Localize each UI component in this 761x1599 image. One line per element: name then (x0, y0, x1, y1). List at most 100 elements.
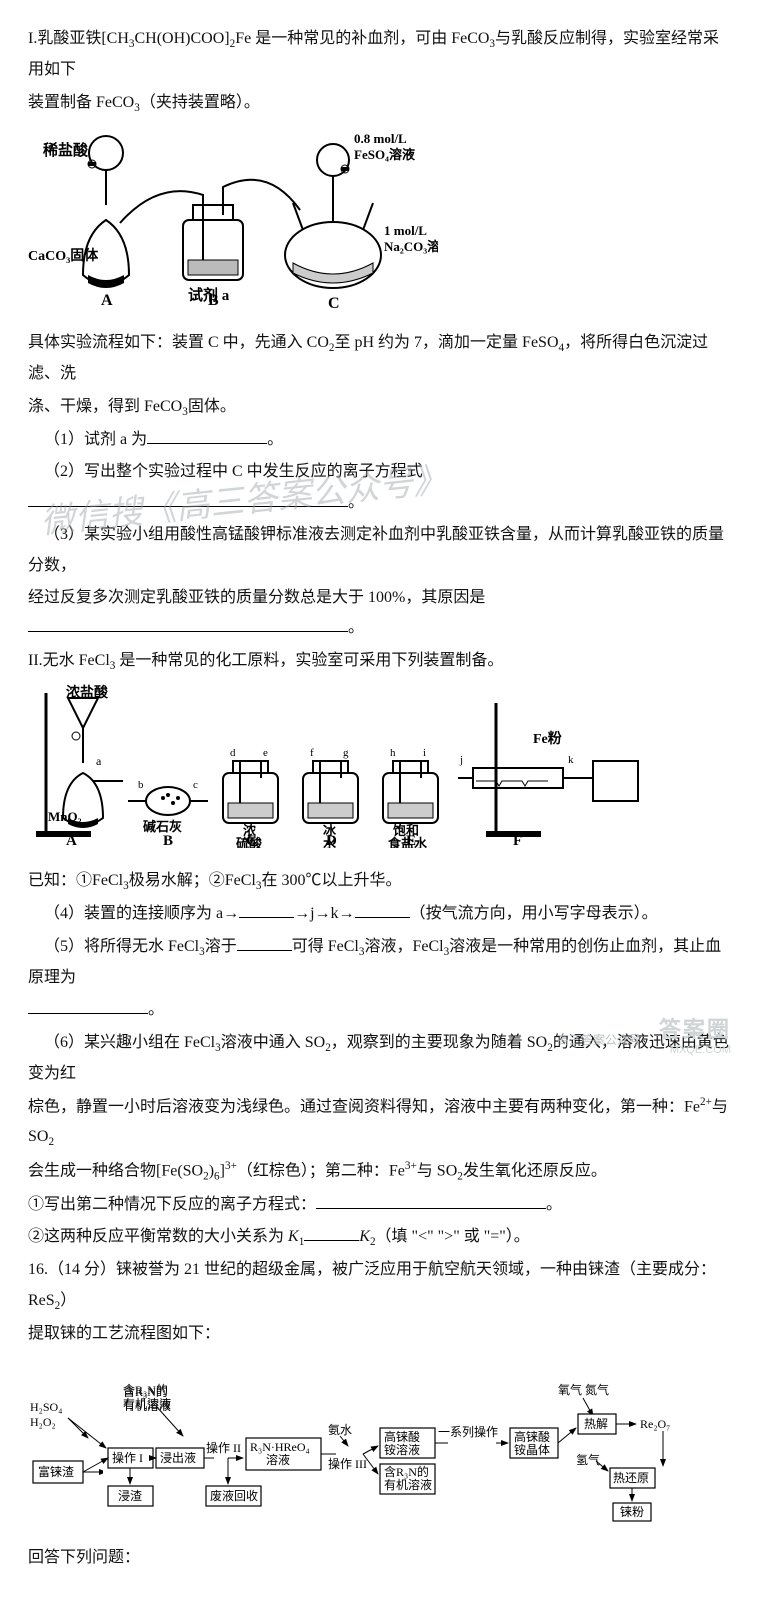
label-feso4-2: FeSO₄溶液 (354, 147, 415, 162)
para-flow-2: 涤、干燥，得到 FeCO3固体。 (28, 392, 733, 423)
svg-text:铵晶体: 铵晶体 (514, 1442, 550, 1457)
text: II.无水 FeCl (28, 652, 110, 669)
text: （填 "<" ">" 或 "="）。 (376, 1228, 530, 1245)
para-II: II.无水 FeCl3 是一种常见的化工原料，实验室可采用下列装置制备。 (28, 646, 733, 677)
question-5-blank: 。 (28, 995, 733, 1025)
text: （4）装置的连接顺序为 a→ (44, 905, 239, 922)
para-flow: 具体实验流程如下：装置 C 中，先通入 CO2至 pH 约为 7，滴加一定量 F… (28, 328, 733, 390)
sub: 2 (48, 1137, 54, 1149)
figure-apparatus-2: a 浓盐酸 MnO₂ A b c 碱石灰 B d e 浓 硫酸 C C f g … (28, 683, 733, 859)
text: CH(OH)COO] (134, 30, 229, 47)
blank (316, 1192, 546, 1209)
label-na2co3-2: Na₂CO₃溶液 (384, 239, 438, 254)
text: ②这两种反应平衡常数的大小关系为 (28, 1228, 288, 1245)
question-16b: 提取铼的工艺流程图如下： (28, 1319, 733, 1349)
apparatus-B: b c (128, 779, 208, 815)
label-hcl-conc: 浓盐酸 (66, 684, 109, 701)
svg-text:一系列操作: 一系列操作 (438, 1424, 498, 1439)
text: →j→k→ (294, 905, 354, 922)
text: （夹持装置略）。 (140, 94, 260, 111)
label-c: c (193, 779, 198, 791)
svg-text:废液回收: 废液回收 (210, 1488, 258, 1503)
bottle-b (183, 205, 243, 280)
text: 已知：①FeCl (28, 872, 123, 889)
label-B2: B (163, 833, 173, 848)
svg-text:浸出液: 浸出液 (160, 1450, 196, 1465)
question-5: （5）将所得无水 FeCl3溶于可得 FeCl3溶液，FeCl3溶液是一种常用的… (28, 932, 733, 994)
question-3a: （3）某实验小组用酸性高锰酸钾标准液去测定补血剂中乳酸亚铁含量，从而计算乳酸亚铁… (28, 520, 733, 581)
text: ，观察到的主要现象为随着 SO (331, 1034, 547, 1051)
sup: 3+ (225, 1160, 237, 1172)
blank (237, 934, 292, 951)
text: （5）将所得无水 FeCl (44, 938, 199, 955)
text: （6）某兴趣小组在 FeCl (44, 1034, 215, 1051)
blank (28, 490, 348, 507)
text: 可得 FeCl (292, 938, 359, 955)
label-feso4-1: 0.8 mol/L (354, 131, 407, 146)
text: 装置制备 FeCO (28, 94, 134, 111)
text: 回答下列问题： (28, 1549, 140, 1566)
svg-text:铼粉: 铼粉 (620, 1505, 644, 1519)
question-1: （1）试剂 a 为 。 (28, 425, 733, 455)
svg-text:D: D (326, 833, 337, 848)
question-6c: 会生成一种络合物[Fe(SO2)6]3+（红棕色）；第二种：Fe3+与 SO2发… (28, 1156, 733, 1188)
para-answer: 回答下列问题： (28, 1543, 733, 1573)
apparatus-C: d e (223, 747, 278, 823)
text: 在 300℃以上升华。 (261, 872, 401, 889)
svg-text:氨水: 氨水 (328, 1423, 352, 1437)
text: 涤、干燥，得到 FeCO (28, 398, 182, 415)
text: 是一种常见的化工原料，实验室可采用下列装置制备。 (115, 652, 503, 669)
svg-text:有机溶液: 有机溶液 (123, 1396, 171, 1411)
h2o2: H₂O₂ (30, 1415, 56, 1429)
text: （红棕色）；第二种：Fe (237, 1162, 405, 1179)
text: 提取铼的工艺流程图如下： (28, 1325, 220, 1342)
text: ①写出第二种情况下反应的离子方程式： (28, 1196, 316, 1213)
sup: 2+ (700, 1096, 712, 1108)
brand-watermark: 答案圈 MXQE.COM (659, 1017, 731, 1057)
apparatus-F: j k (458, 703, 638, 837)
text: （3）某实验小组用酸性高锰酸钾标准液去测定补血剂中乳酸亚铁含量，从而计算乳酸亚铁… (28, 526, 724, 573)
label-caco3: CaCO₃固体 (28, 247, 99, 264)
question-6-1: ①写出第二种情况下反应的离子方程式：。 (28, 1190, 733, 1220)
svg-text:C: C (246, 833, 257, 848)
svg-text:含R₃N的: 含R₃N的 (123, 1382, 168, 1397)
svg-text:热还原: 热还原 (613, 1471, 649, 1485)
question-6-2: ②这两种反应平衡常数的大小关系为 K1K2（填 "<" ">" 或 "="）。 (28, 1222, 733, 1253)
text: 具体实验流程如下：装置 C 中，先通入 CO (28, 334, 329, 351)
question-3b: 经过反复多次测定乳酸亚铁的质量分数总是大于 100%，其原因是。 (28, 583, 733, 644)
svg-text:氧气 氮气: 氧气 氮气 (558, 1382, 609, 1397)
svg-text:有机溶液: 有机溶液 (384, 1477, 432, 1492)
svg-text:氢气: 氢气 (576, 1452, 600, 1467)
text: （2）写出整个实验过程中 C 中发生反应的离子方程式 (44, 463, 423, 480)
svg-text:操作 III: 操作 III (328, 1456, 367, 1471)
label-j: j (459, 754, 463, 766)
text: 溶于 (205, 938, 237, 955)
period: 。 (348, 494, 364, 511)
svg-text:R₃N·HReO₄: R₃N·HReO₄ (250, 1440, 310, 1454)
blank (147, 427, 267, 444)
apparatus-E: h i (383, 747, 438, 823)
text: 16.（14 分）铼被誉为 21 世纪的超级金属，被广泛应用于航空航天领域，一种… (28, 1261, 716, 1308)
blank (239, 901, 294, 918)
sup: 3+ (405, 1160, 417, 1172)
text: 溶液中通入 SO (221, 1034, 325, 1051)
label-fe: Fe粉 (533, 730, 562, 747)
label-g: g (343, 747, 349, 759)
flask-a (83, 136, 129, 288)
text: 发生氧化还原反应。 (463, 1162, 607, 1179)
label-C: C (328, 295, 340, 310)
period: 。 (267, 431, 283, 448)
label-b: b (138, 779, 144, 791)
text: 极易水解；②FeCl (129, 872, 256, 889)
label-F2: F (513, 833, 522, 848)
K2: K (359, 1228, 370, 1245)
svg-text:高铼酸: 高铼酸 (514, 1429, 550, 1444)
text: I.乳酸亚铁[CH (28, 30, 129, 47)
text: （1）试剂 a 为 (44, 431, 147, 448)
label-lime: 碱石灰 (143, 819, 182, 834)
label-i: i (423, 747, 426, 759)
question-16: 16.（14 分）铼被誉为 21 世纪的超级金属，被广泛应用于航空航天领域，一种… (28, 1255, 733, 1317)
text: 固体。 (188, 398, 236, 415)
rich: 富铼渣 (38, 1464, 74, 1479)
text: 溶液，FeCl (364, 938, 443, 955)
